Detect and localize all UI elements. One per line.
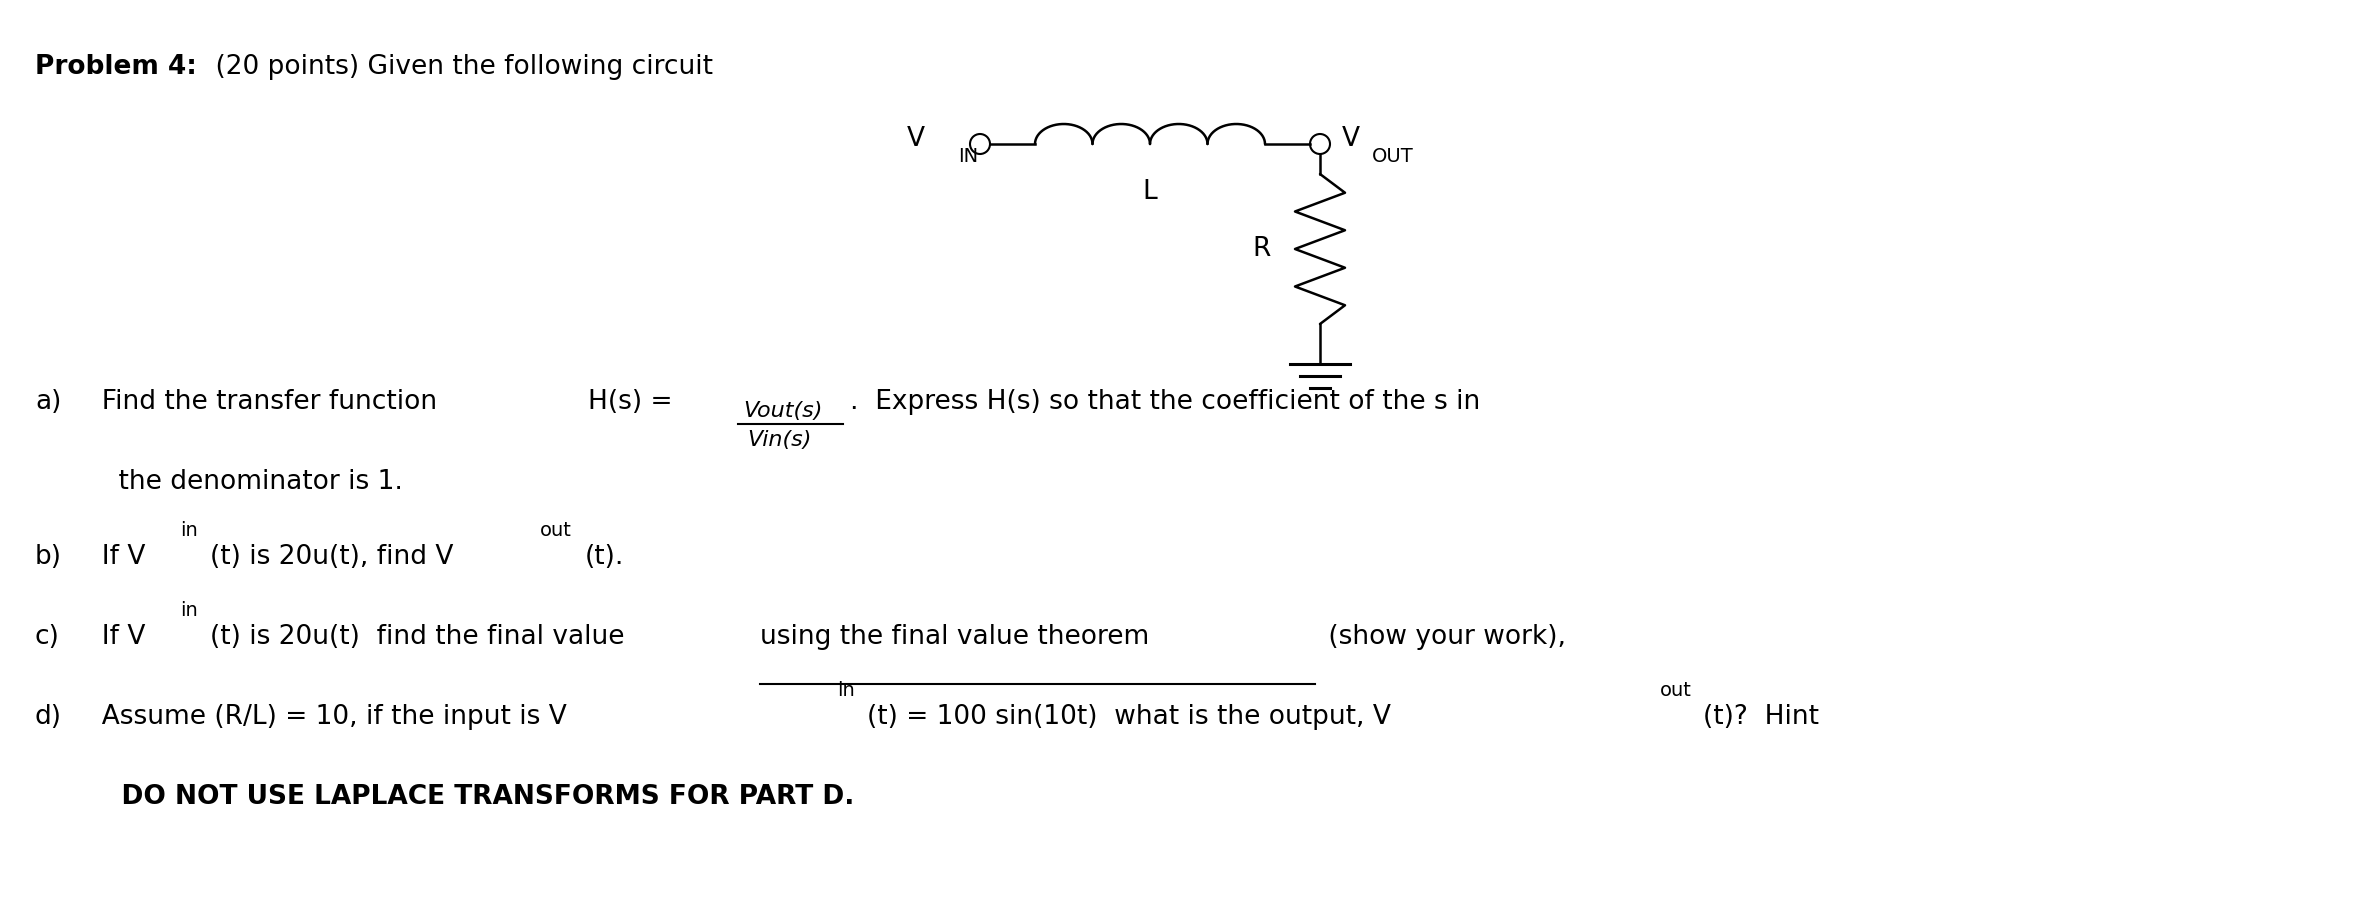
Text: c): c) bbox=[35, 624, 59, 650]
Text: d): d) bbox=[35, 704, 61, 730]
Text: Vin(s): Vin(s) bbox=[748, 430, 812, 450]
Text: V: V bbox=[906, 126, 925, 152]
Text: V: V bbox=[1343, 126, 1359, 152]
Text: Problem 4:: Problem 4: bbox=[35, 54, 196, 80]
Text: in: in bbox=[179, 601, 198, 620]
Text: (t) is 20u(t), find V: (t) is 20u(t), find V bbox=[210, 544, 453, 570]
Text: the denominator is 1.: the denominator is 1. bbox=[85, 469, 404, 495]
Text: .  Express H(s) so that the coefficient of the s in: . Express H(s) so that the coefficient o… bbox=[850, 389, 1480, 415]
Text: Find the transfer function: Find the transfer function bbox=[85, 389, 446, 415]
Text: (show your work),: (show your work), bbox=[1319, 624, 1567, 650]
Text: H(s) =: H(s) = bbox=[588, 389, 682, 415]
Text: Vout(s): Vout(s) bbox=[743, 401, 821, 421]
Text: out: out bbox=[1659, 681, 1692, 700]
Text: (t) = 100 sin(10t)  what is the output, V: (t) = 100 sin(10t) what is the output, V bbox=[866, 704, 1390, 730]
Text: IN: IN bbox=[958, 146, 977, 165]
Text: If V: If V bbox=[85, 544, 146, 570]
Text: in: in bbox=[179, 521, 198, 540]
Text: b): b) bbox=[35, 544, 61, 570]
Text: (t)?  Hint: (t)? Hint bbox=[1704, 704, 1820, 730]
Text: L: L bbox=[1142, 179, 1156, 205]
Text: OUT: OUT bbox=[1371, 146, 1414, 165]
Text: using the final value theorem: using the final value theorem bbox=[760, 624, 1149, 650]
Text: (t).: (t). bbox=[585, 544, 625, 570]
Text: in: in bbox=[838, 681, 854, 700]
Text: Assume (R/L) = 10, if the input is V: Assume (R/L) = 10, if the input is V bbox=[85, 704, 566, 730]
Text: (t) is 20u(t)  find the final value: (t) is 20u(t) find the final value bbox=[210, 624, 632, 650]
Text: (20 points) Given the following circuit: (20 points) Given the following circuit bbox=[182, 54, 713, 80]
Text: out: out bbox=[540, 521, 571, 540]
Text: a): a) bbox=[35, 389, 61, 415]
Text: R: R bbox=[1253, 236, 1272, 262]
Text: If V: If V bbox=[85, 624, 146, 650]
Text: DO NOT USE LAPLACE TRANSFORMS FOR PART D.: DO NOT USE LAPLACE TRANSFORMS FOR PART D… bbox=[85, 784, 854, 810]
